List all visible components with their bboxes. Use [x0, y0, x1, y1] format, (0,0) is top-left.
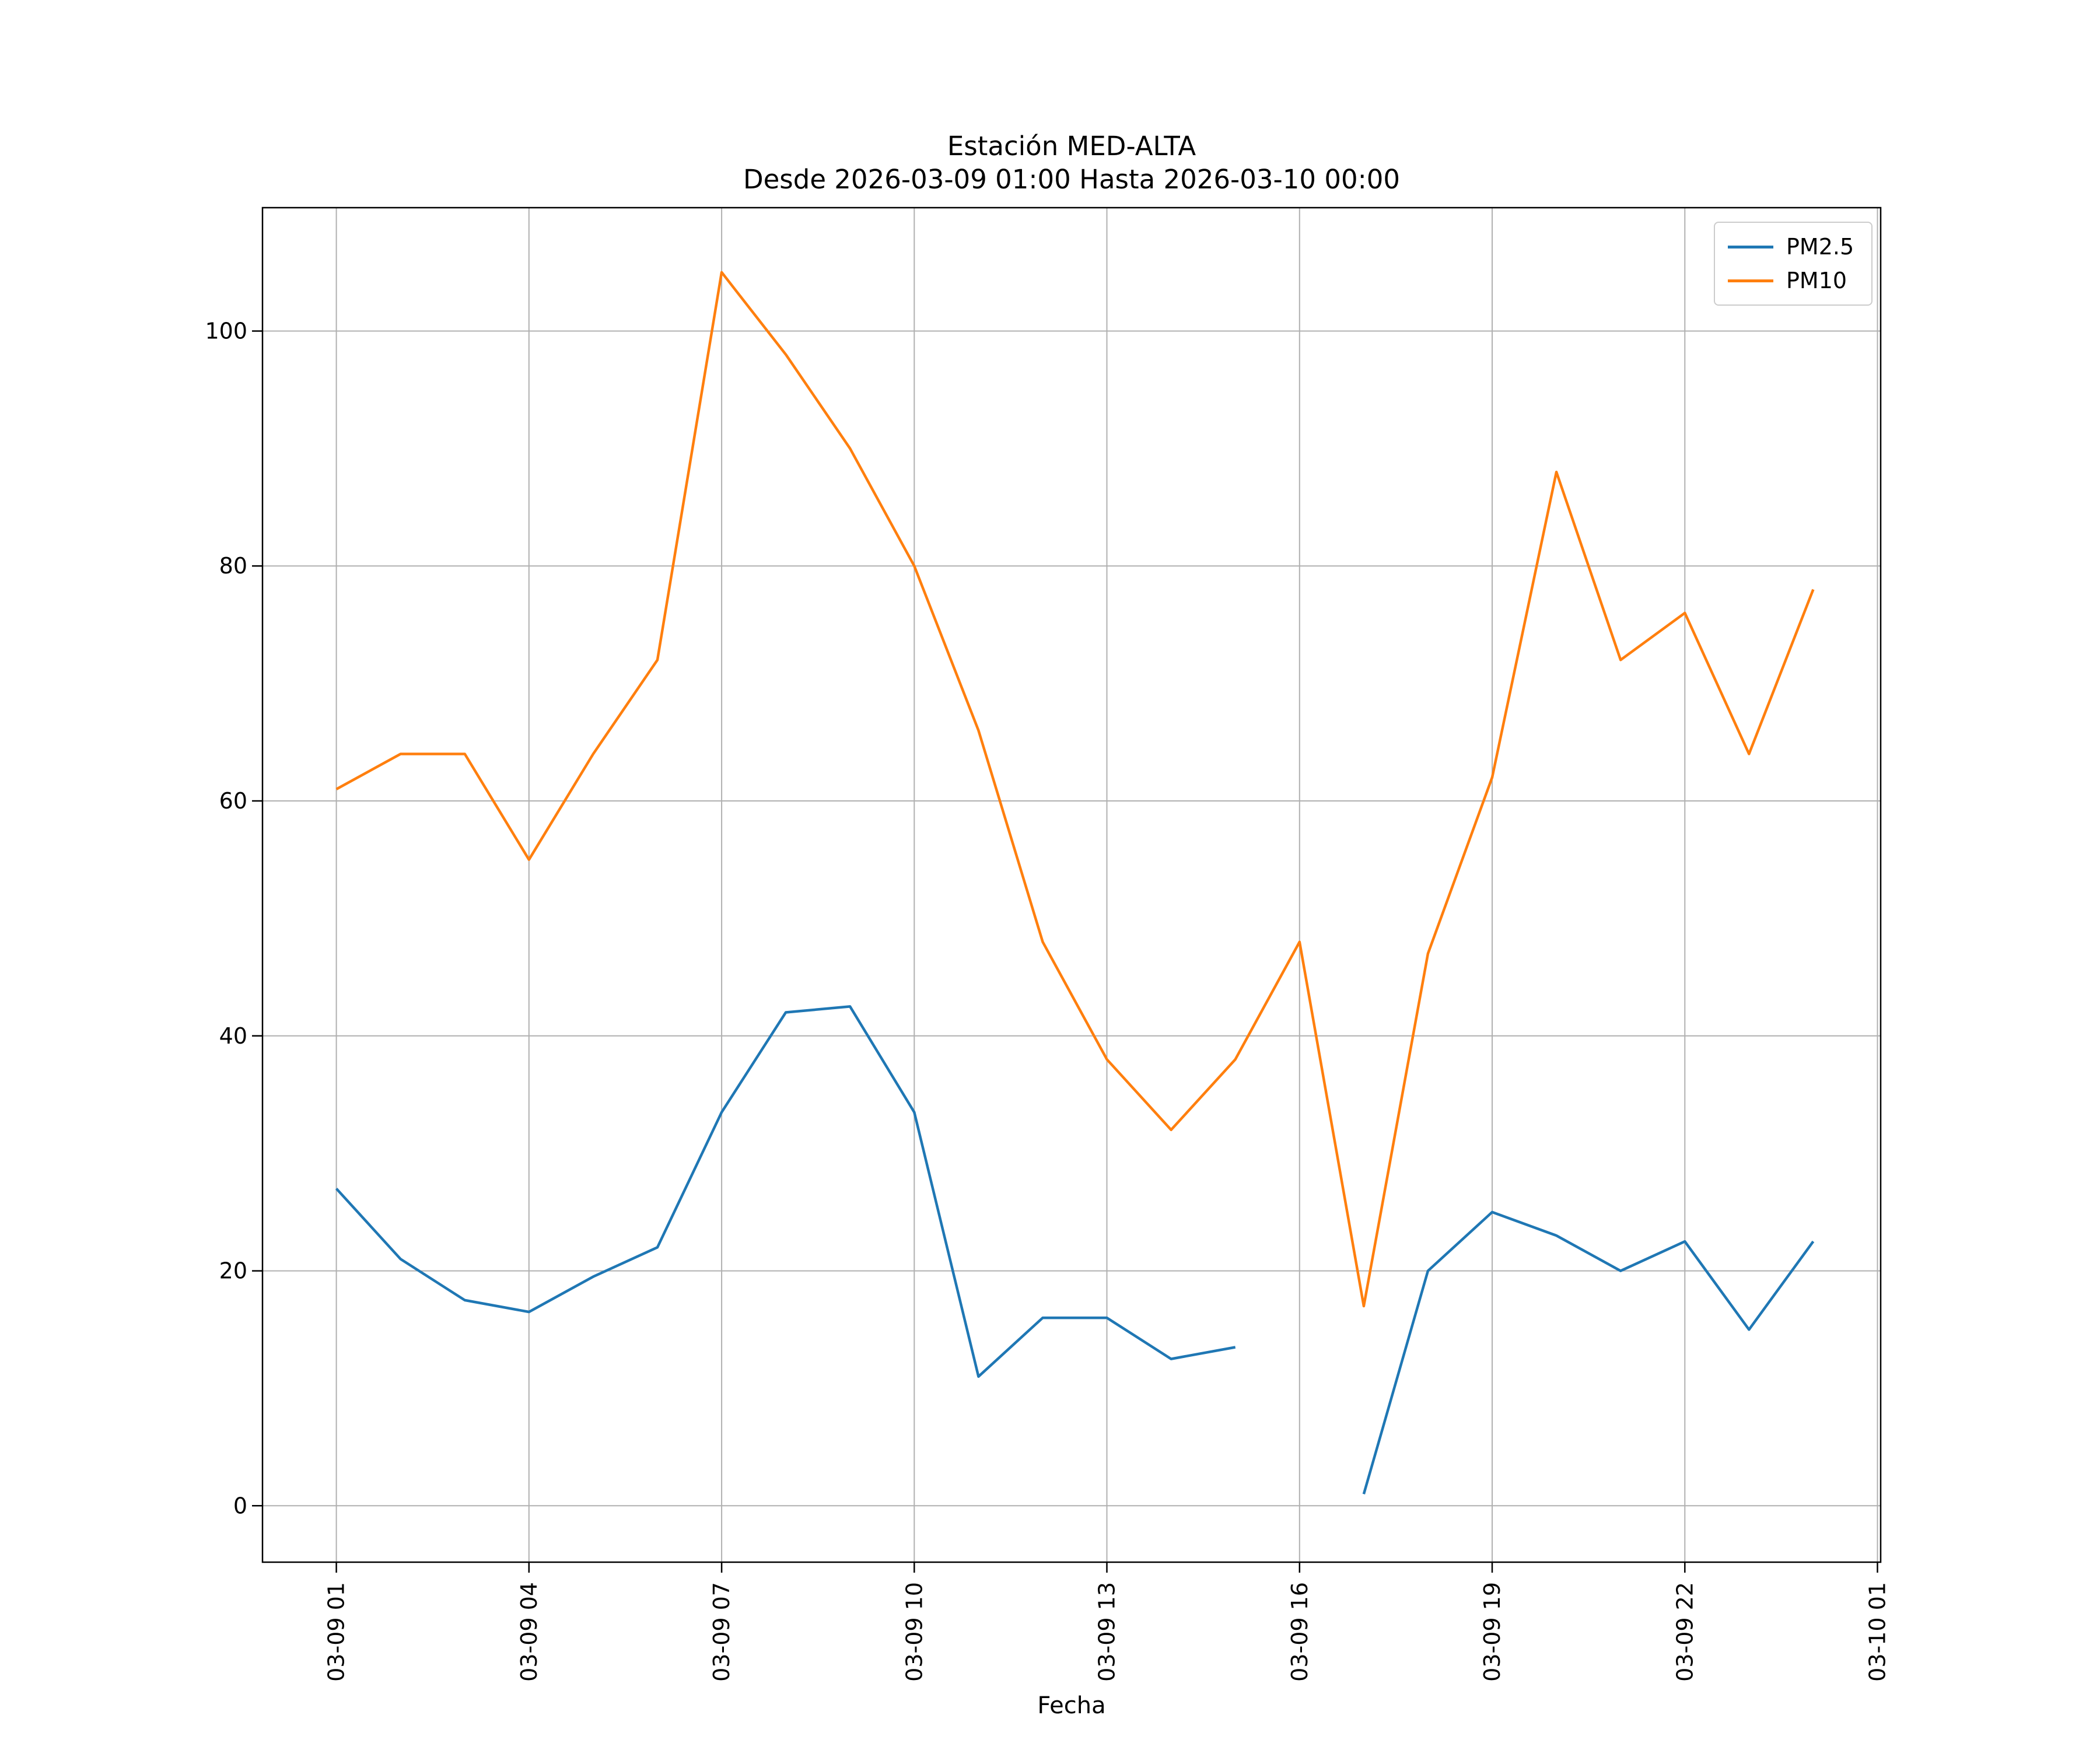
- y-tick-label: 20: [219, 1258, 247, 1284]
- x-tick-label: 03-09 04: [516, 1582, 542, 1682]
- series-line-pm10: [335, 271, 1815, 1308]
- pm25-line-swatch: [1728, 245, 1773, 249]
- y-tick-label: 60: [219, 788, 247, 814]
- x-tick-label: 03-09 13: [1094, 1582, 1120, 1682]
- series-line-pm25: [335, 1005, 1815, 1494]
- x-tick-label: 03-09 01: [324, 1582, 349, 1682]
- chart-title-line1: Estación MED-ALTA: [947, 131, 1196, 162]
- legend-item-pm25: PM2.5: [1728, 230, 1859, 264]
- chart-title-line2: Desde 2026-03-09 01:00 Hasta 2026-03-10 …: [743, 164, 1401, 195]
- y-tick-label: 0: [233, 1493, 247, 1518]
- x-axis-label: Fecha: [1037, 1692, 1106, 1719]
- legend-label-pm25: PM2.5: [1786, 234, 1854, 260]
- x-tick-label: 03-09 19: [1479, 1582, 1505, 1682]
- legend-item-pm10: PM10: [1728, 264, 1859, 298]
- y-tick-label: 80: [219, 553, 247, 579]
- y-tick-label: 100: [205, 318, 247, 344]
- x-tick-label: 03-09 10: [901, 1582, 927, 1682]
- pm10-line-swatch: [1728, 279, 1773, 282]
- legend-label-pm10: PM10: [1786, 268, 1847, 293]
- x-tick-label: 03-10 01: [1865, 1582, 1891, 1682]
- x-tick-label: 03-09 22: [1672, 1582, 1698, 1682]
- legend: PM2.5 PM10: [1714, 222, 1873, 306]
- y-tick-label: 40: [219, 1023, 247, 1049]
- x-tick-label: 03-09 07: [709, 1582, 734, 1682]
- x-tick-label: 03-09 16: [1287, 1582, 1312, 1682]
- axes-frame: [261, 206, 1882, 1563]
- chart-title: Estación MED-ALTA Desde 2026-03-09 01:00…: [262, 130, 1881, 196]
